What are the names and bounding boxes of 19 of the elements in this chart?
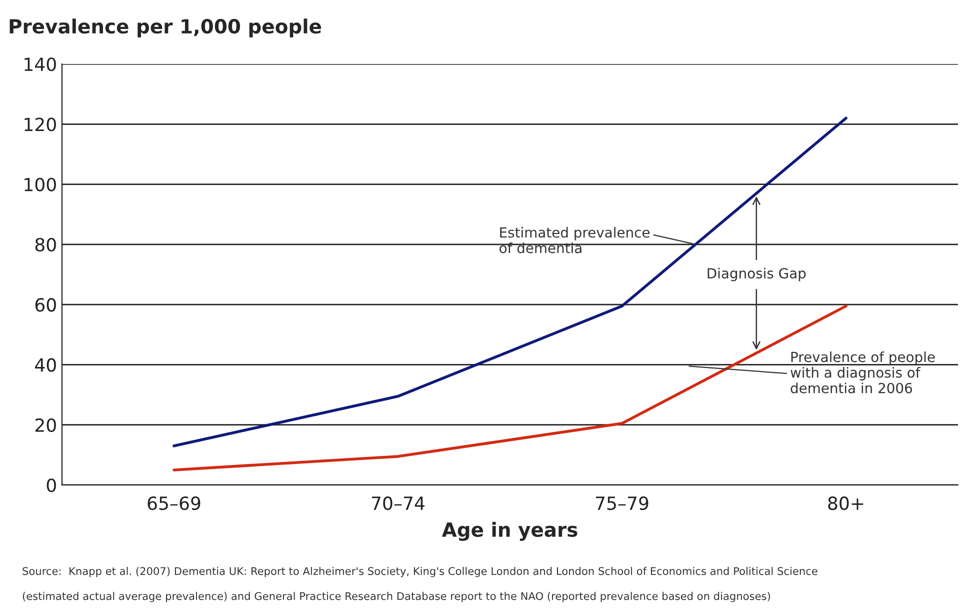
y-tick-label: 120 bbox=[24, 118, 56, 132]
x-tick-label: 75–79 bbox=[596, 496, 648, 510]
y-tick-label: 140 bbox=[24, 57, 56, 72]
y-tick-label: 0 bbox=[46, 478, 56, 492]
series-label: Prevalence of people with a diagnosis of dementia in 2006 bbox=[790, 351, 935, 394]
x-axis-title: Age in years bbox=[442, 522, 578, 541]
x-tick-label: 65–69 bbox=[148, 496, 200, 510]
series-label: Estimated prevalence of dementia bbox=[500, 226, 650, 254]
annotation: Diagnosis Gap bbox=[708, 268, 806, 282]
y-tick-label: 20 bbox=[35, 418, 56, 432]
text: (estimated actual average prevalence) and General Practice Research Database report to the NAO (reported prevalence based on diagnoses) bbox=[22, 592, 770, 602]
source-note: Source: Knapp et al. (2007) Dementia UK: Report to Alzheimer's Society, King's College London and London School of Economics and Political Science bbox=[22, 566, 818, 578]
x-tick-label: 80+ bbox=[828, 496, 864, 510]
y-tick-label: 100 bbox=[24, 178, 56, 192]
chart-title: Prevalence per 1,000 people bbox=[10, 18, 322, 38]
x-tick-label: 70–74 bbox=[372, 496, 424, 510]
y-tick-label: 40 bbox=[35, 358, 56, 372]
y-tick-label: 60 bbox=[35, 298, 56, 312]
y-tick-label: 80 bbox=[35, 238, 56, 252]
